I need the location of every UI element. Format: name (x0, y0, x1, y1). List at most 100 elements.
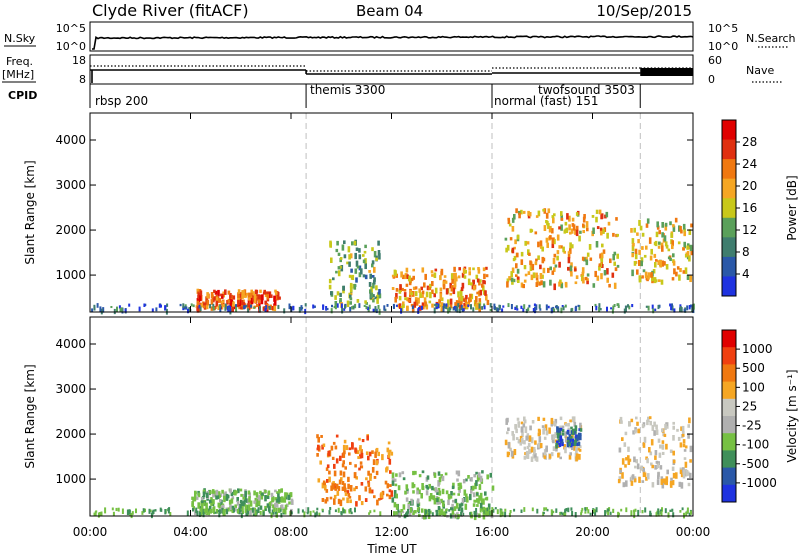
echo-cell (643, 436, 647, 443)
echo-cell (361, 439, 365, 443)
echo-cell (556, 250, 560, 255)
echo-cell (465, 478, 468, 482)
echo-cell (369, 273, 372, 279)
echo-cell (569, 248, 572, 254)
echo-cell (309, 510, 312, 516)
echo-cell (404, 273, 408, 280)
echo-cell (688, 417, 691, 424)
echo-cell (358, 447, 362, 451)
echo-cell (196, 510, 199, 517)
echo-cell (619, 469, 622, 474)
echo-cell (690, 223, 693, 228)
echo-cell (645, 456, 648, 460)
echo-cell (328, 470, 331, 475)
echo-cell (247, 292, 251, 299)
echo-cell (436, 489, 439, 493)
echo-cell (515, 305, 518, 309)
echo-cell (517, 276, 520, 281)
echo-cell (320, 435, 323, 438)
panel-background (90, 113, 693, 312)
echo-cell (240, 300, 244, 307)
echo-cell (226, 509, 229, 515)
echo-cell (315, 511, 318, 516)
echo-cell (657, 472, 660, 476)
echo-cell (627, 446, 630, 452)
echo-cell (421, 267, 425, 273)
echo-cell (545, 430, 549, 436)
echo-cell (489, 303, 492, 308)
echo-cell (550, 307, 553, 314)
echo-cell (218, 305, 221, 308)
echo-cell (229, 301, 232, 307)
echo-cell (358, 248, 361, 253)
echo-cell (473, 499, 476, 503)
echo-cell (580, 510, 583, 513)
echo-cell (686, 274, 690, 280)
echo-cell (560, 224, 563, 231)
echo-cell (408, 275, 411, 282)
echo-cell (476, 302, 479, 309)
echo-cell (358, 495, 361, 501)
echo-cell (408, 281, 412, 286)
echo-cell (261, 492, 264, 496)
echo-cell (574, 439, 577, 447)
echo-cell (574, 281, 578, 285)
echo-cell (586, 280, 589, 285)
echo-cell (449, 495, 453, 499)
echo-cell (325, 497, 329, 502)
echo-cell (245, 292, 249, 296)
echo-cell (606, 306, 608, 312)
echo-cell (217, 509, 220, 513)
colorbar-swatch (722, 237, 736, 258)
echo-cell (253, 306, 256, 309)
echo-cell (532, 308, 535, 313)
echo-cell (414, 286, 418, 290)
echo-cell (230, 498, 234, 504)
echo-cell (244, 490, 247, 498)
echo-cell (438, 476, 442, 483)
echo-cell (357, 456, 360, 460)
echo-cell (360, 501, 364, 506)
echo-cell (208, 499, 212, 504)
echo-cell (618, 476, 622, 482)
echo-cell (575, 229, 579, 237)
colorbar-tick-label: -500 (742, 457, 769, 471)
echo-cell (605, 211, 609, 218)
echo-cell (397, 485, 401, 491)
echo-cell (558, 442, 562, 448)
echo-cell (421, 294, 424, 298)
echo-cell (450, 491, 453, 496)
echo-cell (238, 508, 241, 515)
echo-cell (478, 281, 481, 286)
echo-cell (564, 512, 567, 517)
echo-cell (366, 306, 369, 311)
echo-cell (553, 283, 556, 291)
echo-cell (264, 300, 267, 305)
echo-cell (607, 511, 610, 516)
echo-cell (418, 307, 421, 310)
echo-cell (552, 446, 556, 452)
echo-cell (462, 479, 466, 484)
echo-cell (617, 305, 620, 308)
echo-cell (477, 472, 481, 478)
echo-cell (563, 250, 566, 254)
echo-cell (690, 250, 693, 256)
echo-cell (561, 429, 565, 433)
echo-cell (645, 245, 648, 250)
echo-cell (681, 425, 685, 433)
echo-cell (290, 511, 293, 515)
echo-cell (355, 277, 358, 283)
echo-cell (483, 305, 486, 310)
echo-cell (195, 507, 198, 514)
echo-cell (665, 244, 669, 249)
echo-cell (529, 265, 533, 272)
echo-cell (581, 271, 585, 277)
echo-cell (405, 267, 409, 273)
echo-cell (567, 507, 570, 513)
echo-cell (346, 300, 350, 308)
echo-cell (520, 305, 523, 309)
echo-cell (561, 441, 564, 447)
y-tick-label: 3000 (55, 382, 86, 396)
echo-cell (599, 253, 602, 259)
echo-cell (473, 510, 477, 515)
